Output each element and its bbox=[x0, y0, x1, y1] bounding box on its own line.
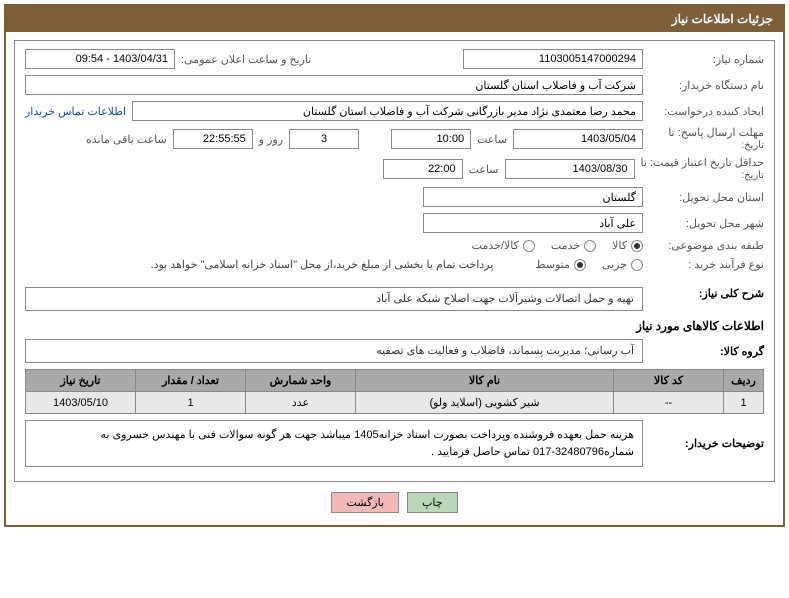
goods-group-field: آب رسانی؛ مدیریت پسماند، فاضلاب و فعالیت… bbox=[25, 339, 643, 363]
validity-label: حداقل تاریخ اعتبار قیمت: تا bbox=[641, 157, 764, 169]
need-title-field: تهیه و حمل اتصالات وشیرآلات جهت اصلاح شب… bbox=[25, 287, 643, 311]
need-number-field: 1103005147000294 bbox=[463, 49, 643, 69]
table-cell: -- bbox=[614, 392, 724, 414]
table-header: ردیف bbox=[724, 370, 764, 392]
deadline-sub-label: تاریخ: bbox=[741, 140, 764, 151]
table-header: کد کالا bbox=[614, 370, 724, 392]
remaining-label: ساعت باقی مانده bbox=[86, 133, 167, 146]
requester-label: ایجاد کننده درخواست: bbox=[649, 105, 764, 118]
purchase-note: پرداخت تمام یا بخشی از مبلغ خرید،از محل … bbox=[151, 258, 494, 271]
province-label: استان محل تحویل: bbox=[649, 191, 764, 204]
table-header: تعداد / مقدار bbox=[136, 370, 246, 392]
announce-label: تاریخ و ساعت اعلان عمومی: bbox=[181, 53, 311, 66]
radio-icon bbox=[574, 259, 586, 271]
validity-date-field: 1403/08/30 bbox=[505, 159, 635, 179]
goods-info-header: اطلاعات کالاهای مورد نیاز bbox=[25, 319, 764, 333]
classification-label: طبقه بندی موضوعی: bbox=[649, 239, 764, 252]
buyer-org-field: شرکت آب و فاضلاب استان گلستان bbox=[25, 75, 643, 95]
table-header: تاریخ نیاز bbox=[26, 370, 136, 392]
classification-radio-group: کالا خدمت کالا/خدمت bbox=[472, 239, 643, 252]
radio-icon bbox=[523, 240, 535, 252]
radio-icon bbox=[631, 240, 643, 252]
buyer-notes-label: توضیحات خریدار: bbox=[649, 437, 764, 450]
buyer-notes-box: هزینه حمل بعهده فروشنده وپرداخت بصورت اس… bbox=[25, 420, 643, 467]
table-cell: 1 bbox=[136, 392, 246, 414]
title-bar: جزئیات اطلاعات نیاز bbox=[6, 6, 783, 32]
time-label-2: ساعت bbox=[469, 163, 499, 176]
form-panel: شماره نیاز: 1103005147000294 تاریخ و ساع… bbox=[14, 40, 775, 482]
table-cell: شیر کشویی (اسلاید ولو) bbox=[356, 392, 614, 414]
table-cell: عدد bbox=[246, 392, 356, 414]
radio-label: جزیی bbox=[602, 258, 627, 271]
radio-label: متوسط bbox=[535, 258, 570, 271]
classification-option[interactable]: کالا/خدمت bbox=[472, 239, 535, 252]
radio-icon bbox=[584, 240, 596, 252]
deadline-label: مهلت ارسال پاسخ: تا bbox=[668, 127, 764, 139]
time-label-1: ساعت bbox=[477, 133, 507, 146]
table-cell: 1 bbox=[724, 392, 764, 414]
purchase-type-label: نوع فرآیند خرید : bbox=[649, 258, 764, 271]
purchase-type-radio-group: جزیی متوسط bbox=[535, 258, 643, 271]
print-button[interactable]: چاپ bbox=[407, 492, 458, 513]
days-and-label: روز و bbox=[259, 133, 283, 146]
table-header: نام کالا bbox=[356, 370, 614, 392]
buyer-org-label: نام دستگاه خریدار: bbox=[649, 79, 764, 92]
deadline-time-field: 10:00 bbox=[391, 129, 471, 149]
days-count-field: 3 bbox=[289, 129, 359, 149]
radio-icon bbox=[631, 259, 643, 271]
province-field: گلستان bbox=[423, 187, 643, 207]
table-header: واحد شمارش bbox=[246, 370, 356, 392]
content-area: AriaTender.net شماره نیاز: 1103005147000… bbox=[6, 32, 783, 525]
deadline-date-field: 1403/05/04 bbox=[513, 129, 643, 149]
need-title-label: شرح کلی نیاز: bbox=[649, 287, 764, 300]
button-row: چاپ بازگشت bbox=[14, 482, 775, 517]
goods-group-label: گروه کالا: bbox=[649, 345, 764, 358]
city-label: شهر محل تحویل: bbox=[649, 217, 764, 230]
table-row: 1--شیر کشویی (اسلاید ولو)عدد11403/05/10 bbox=[26, 392, 764, 414]
classification-option[interactable]: کالا bbox=[612, 239, 643, 252]
radio-label: کالا/خدمت bbox=[472, 239, 519, 252]
table-cell: 1403/05/10 bbox=[26, 392, 136, 414]
window-frame: جزئیات اطلاعات نیاز AriaTender.net شماره… bbox=[4, 4, 785, 527]
requester-field: محمد رضا معتمدی نژاد مدیر بازرگانی شرکت … bbox=[132, 101, 643, 121]
classification-option[interactable]: خدمت bbox=[551, 239, 596, 252]
countdown-field: 22:55:55 bbox=[173, 129, 253, 149]
radio-label: کالا bbox=[612, 239, 627, 252]
back-button[interactable]: بازگشت bbox=[331, 492, 399, 513]
purchase-type-option[interactable]: جزیی bbox=[602, 258, 643, 271]
validity-time-field: 22:00 bbox=[383, 159, 463, 179]
city-field: علی آباد bbox=[423, 213, 643, 233]
goods-table: ردیفکد کالانام کالاواحد شمارشتعداد / مقد… bbox=[25, 369, 764, 414]
buyer-contact-link[interactable]: اطلاعات تماس خریدار bbox=[25, 105, 126, 118]
radio-label: خدمت bbox=[551, 239, 580, 252]
table-header-row: ردیفکد کالانام کالاواحد شمارشتعداد / مقد… bbox=[26, 370, 764, 392]
announce-field: 1403/04/31 - 09:54 bbox=[25, 49, 175, 69]
validity-sub-label: تاریخ: bbox=[741, 170, 764, 181]
purchase-type-option[interactable]: متوسط bbox=[535, 258, 586, 271]
need-number-label: شماره نیاز: bbox=[649, 53, 764, 66]
